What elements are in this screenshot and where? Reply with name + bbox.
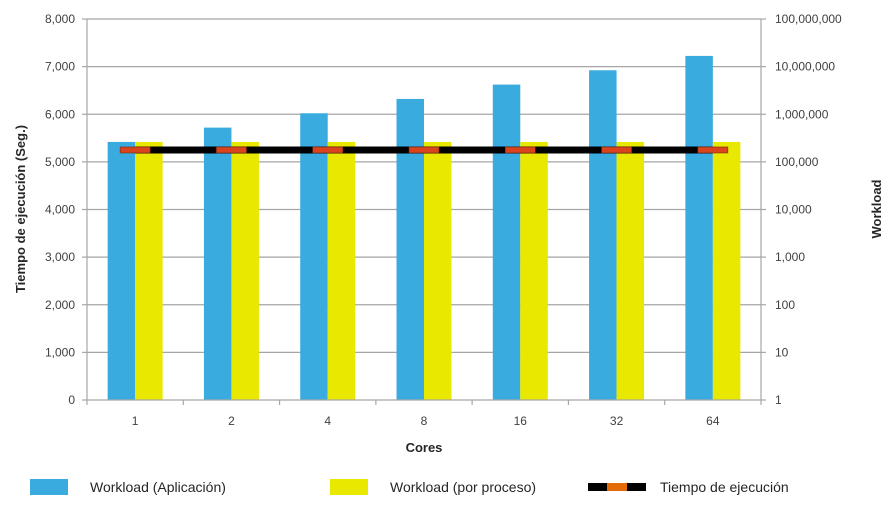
left-tick-label: 8,000 <box>45 12 75 26</box>
legend-item-workload-aplicacion: Workload (Aplicación) <box>30 472 226 502</box>
execution-time-marker <box>408 146 440 154</box>
bar-workload-aplicacion <box>589 70 617 400</box>
bar-workload-por-proceso <box>231 141 259 401</box>
left-axis-title: Tiempo de ejecución (Seg.) <box>13 125 28 293</box>
legend-swatch-yellow <box>330 479 368 495</box>
left-tick-label: 7,000 <box>45 60 75 74</box>
execution-time-marker <box>504 146 536 154</box>
left-tick-label: 3,000 <box>45 250 75 264</box>
left-tick-label: 4,000 <box>45 203 75 217</box>
right-tick-label: 100,000 <box>775 155 819 169</box>
bar-workload-por-proceso <box>712 141 741 401</box>
right-axis-title: Workload <box>869 179 884 238</box>
right-tick-label: 100 <box>775 298 795 312</box>
legend-label: Workload (por proceso) <box>390 479 537 495</box>
legend-line-swatch <box>588 483 646 491</box>
right-tick-label: 1 <box>775 393 782 407</box>
execution-time-series <box>119 146 729 154</box>
axes <box>82 18 766 405</box>
x-tick-label: 1 <box>132 414 139 428</box>
execution-time-marker <box>601 146 632 154</box>
right-tick-label: 1,000,000 <box>775 107 829 121</box>
right-tick-label: 10,000 <box>775 203 812 217</box>
bar-workload-por-proceso <box>135 141 163 401</box>
legend-item-workload-por-proceso: Workload (por proceso) <box>330 472 536 502</box>
bar-workload-por-proceso <box>616 141 645 401</box>
x-tick-label: 2 <box>228 414 235 428</box>
left-axis-tick-labels: 0 1,000 2,000 3,000 4,000 5,000 6,000 7,000 8,00… <box>45 12 75 407</box>
right-tick-label: 10 <box>775 345 789 359</box>
x-tick-label: 8 <box>421 414 428 428</box>
bar-workload-aplicacion <box>492 84 521 400</box>
x-tick-label: 4 <box>324 414 331 428</box>
left-tick-label: 0 <box>68 393 75 407</box>
legend: Workload (Aplicación) Workload (por proc… <box>0 472 892 502</box>
legend-label: Tiempo de ejecución <box>660 479 789 495</box>
bar-workload-aplicacion <box>107 141 136 401</box>
legend-label: Workload (Aplicación) <box>90 479 226 495</box>
x-tick-label: 32 <box>610 414 624 428</box>
bar-workload-aplicacion <box>685 55 713 400</box>
execution-time-marker <box>119 146 151 154</box>
left-tick-label: 6,000 <box>45 107 75 121</box>
bars <box>107 55 741 401</box>
left-tick-label: 2,000 <box>45 298 75 312</box>
legend-swatch-blue <box>30 479 68 495</box>
bar-workload-aplicacion <box>203 127 232 401</box>
execution-time-marker <box>216 146 247 154</box>
x-axis-title: Cores <box>406 440 443 455</box>
x-axis-tick-labels: 1 2 4 8 16 32 64 <box>132 414 720 428</box>
x-tick-label: 64 <box>706 414 720 428</box>
bar-workload-aplicacion <box>300 113 328 401</box>
bar-workload-por-proceso <box>424 141 452 401</box>
right-axis-tick-labels: 1 10 100 1,000 10,000 100,000 1,000,000 10,000,… <box>775 12 842 407</box>
bar-workload-por-proceso <box>520 141 548 401</box>
left-tick-label: 1,000 <box>45 345 75 359</box>
execution-time-marker <box>312 146 344 154</box>
legend-item-tiempo-de-ejecucion: Tiempo de ejecución <box>588 472 789 502</box>
right-tick-label: 1,000 <box>775 250 805 264</box>
bar-workload-por-proceso <box>327 141 356 401</box>
right-tick-label: 10,000,000 <box>775 60 835 74</box>
execution-time-marker <box>697 146 729 154</box>
bar-workload-aplicacion <box>396 98 424 400</box>
right-tick-label: 100,000,000 <box>775 12 842 26</box>
x-tick-label: 16 <box>514 414 528 428</box>
left-tick-label: 5,000 <box>45 155 75 169</box>
